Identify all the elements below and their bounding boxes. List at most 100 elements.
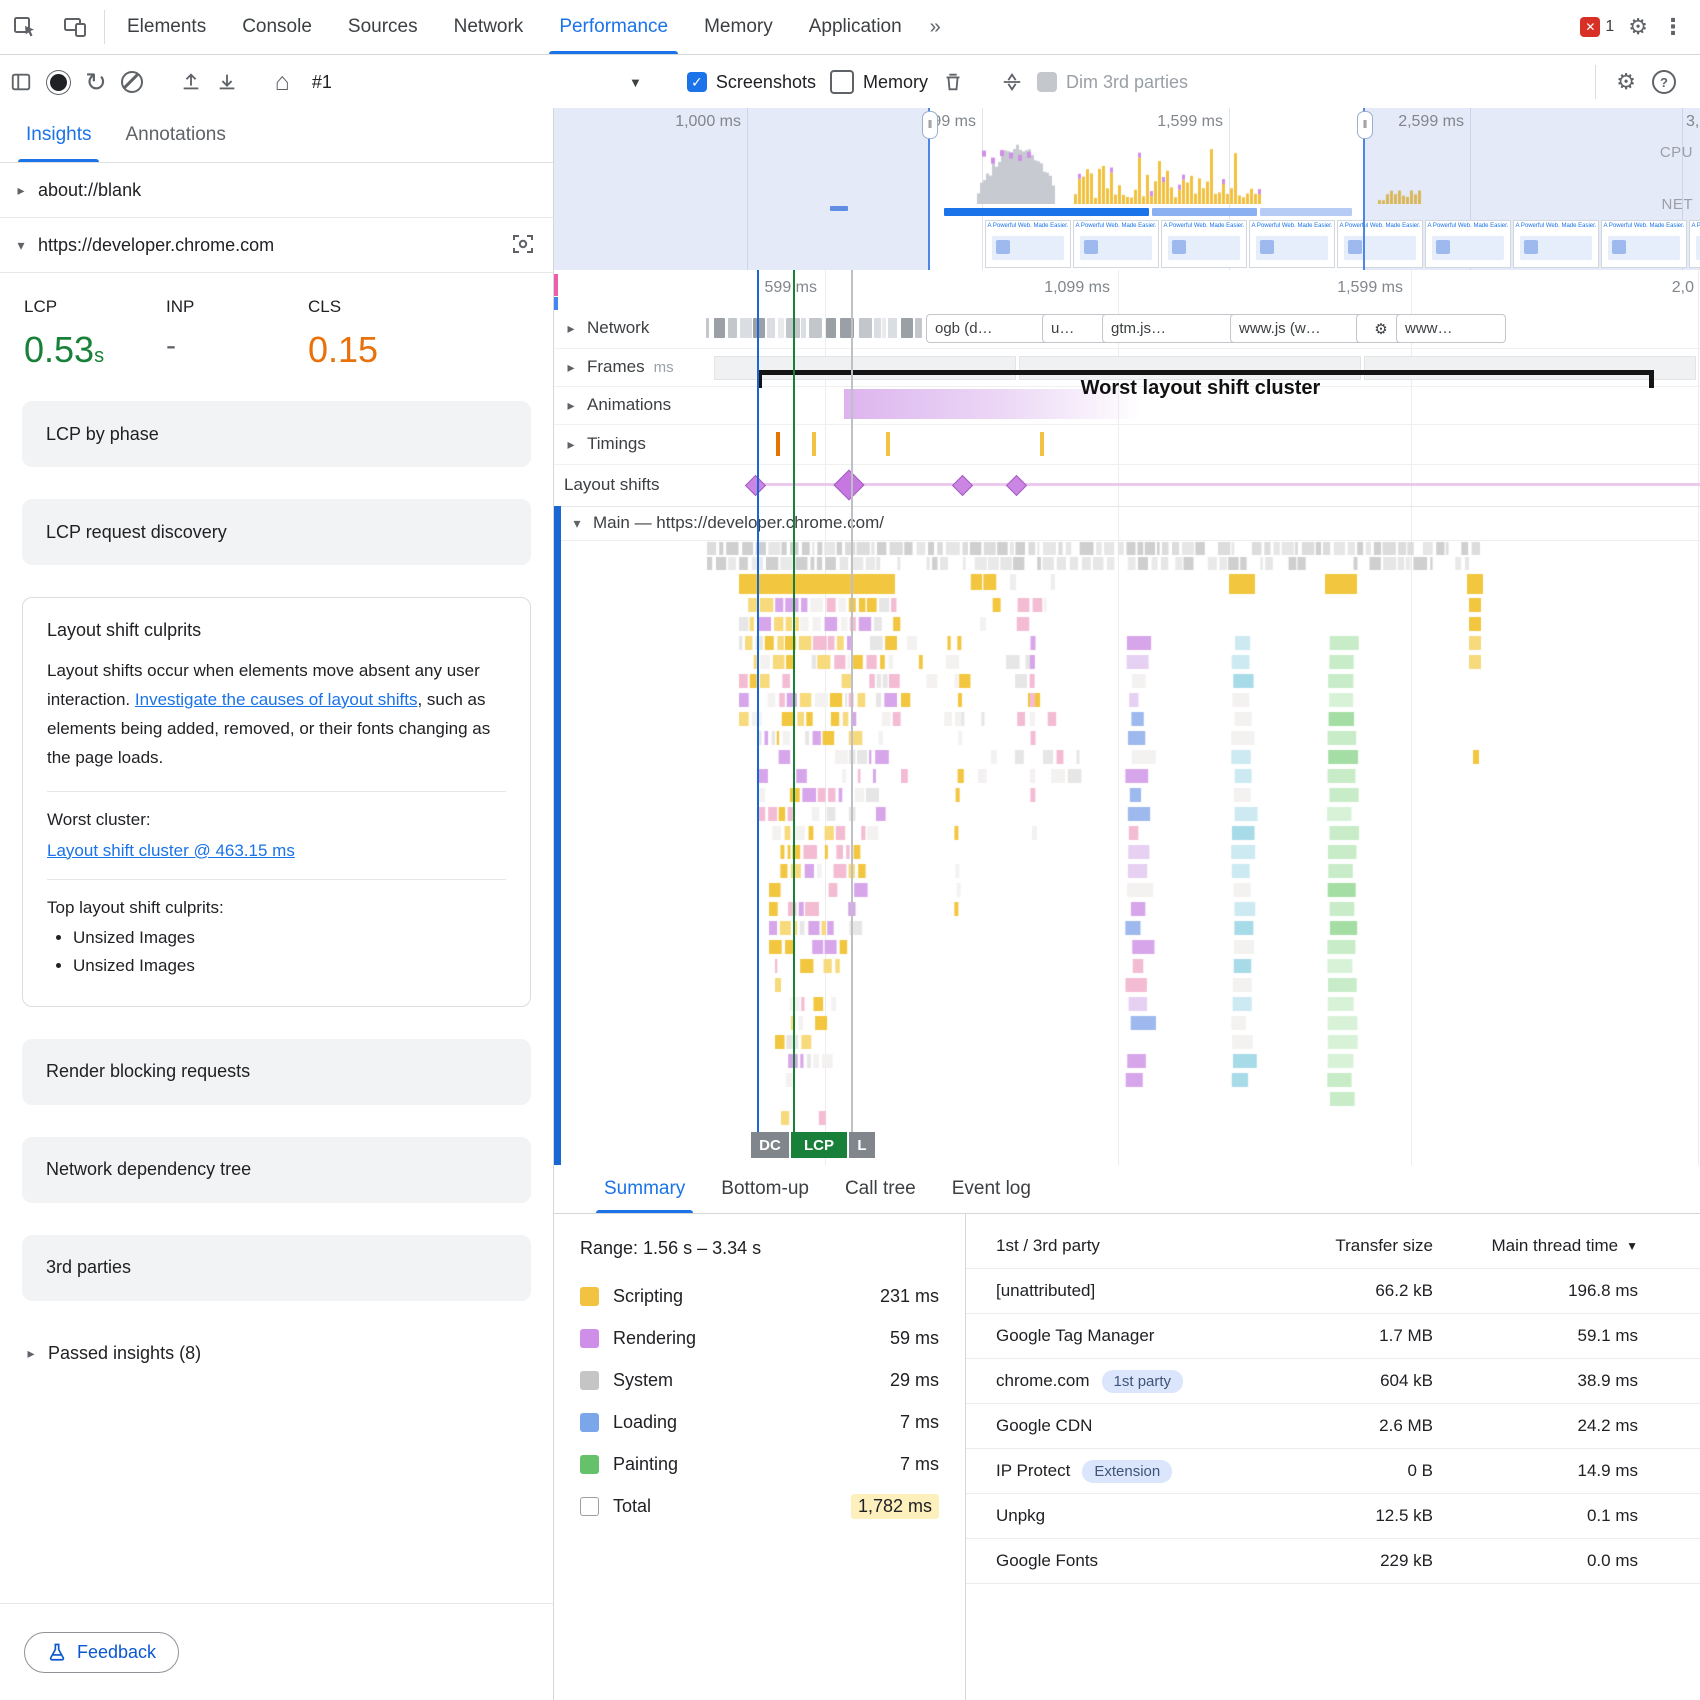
filmstrip-thumbnail[interactable]: A Powerful Web. Made Easier. <box>985 220 1071 268</box>
capture-settings-gear-icon[interactable]: ⚙ <box>1616 69 1636 95</box>
timeline-detail[interactable]: 599 ms 1,099 ms 1,599 ms 2,0 ▸Network og… <box>554 270 1700 1165</box>
track-timings[interactable]: ▸Timings <box>554 424 1700 465</box>
memory-checkbox-row[interactable]: Memory <box>830 70 928 94</box>
timeline-overview[interactable]: 1,000 ms 599 ms 1,599 ms 2,599 ms 3,5 CP… <box>554 108 1700 271</box>
flame-chart[interactable] <box>561 540 1700 1165</box>
more-tabs-icon[interactable]: » <box>920 0 951 54</box>
toggle-sidebar-icon[interactable] <box>10 71 32 93</box>
metric-cls[interactable]: CLS 0.15 <box>308 297 450 371</box>
track-network[interactable]: ▸Network ogb (d… u… gtm.js… www.js (w… ⚙… <box>554 308 1700 349</box>
recording-select[interactable]: #1 ▼ <box>304 68 650 97</box>
column-main-thread-time[interactable]: Main thread time <box>1491 1236 1618 1256</box>
insight-card-layout-shift-culprits[interactable]: Layout shift culprits Layout shifts occu… <box>22 597 531 1007</box>
tab-bottom-up[interactable]: Bottom-up <box>707 1165 823 1213</box>
layout-shift-marker[interactable] <box>1006 475 1027 496</box>
help-icon[interactable]: ? <box>1652 70 1676 94</box>
metric-inp[interactable]: INP - <box>166 297 308 371</box>
memory-checkbox[interactable] <box>830 70 854 94</box>
window-right-grip[interactable]: ‖ <box>1357 111 1373 139</box>
tab-memory[interactable]: Memory <box>686 0 791 54</box>
tab-sources[interactable]: Sources <box>330 0 436 54</box>
home-icon[interactable]: ⌂ <box>275 68 290 97</box>
feedback-button[interactable]: Feedback <box>24 1632 179 1673</box>
filmstrip-thumbnail[interactable]: A Powerful Web. Made Easier. <box>1689 220 1700 268</box>
device-toolbar-icon[interactable] <box>50 0 100 54</box>
column-transfer-size[interactable]: Transfer size <box>1263 1236 1433 1256</box>
timing-marker[interactable] <box>776 432 780 456</box>
table-row[interactable]: IP ProtectExtension 0 B 14.9 ms <box>966 1449 1700 1494</box>
filmstrip-thumbnail[interactable]: A Powerful Web. Made Easier. <box>1513 220 1599 268</box>
download-profile-icon[interactable] <box>216 71 238 93</box>
sort-arrows-icon[interactable] <box>1001 71 1023 93</box>
table-row[interactable]: chrome.com1st party 604 kB 38.9 ms <box>966 1359 1700 1404</box>
timing-marker[interactable] <box>1040 432 1044 456</box>
legend-row[interactable]: Scripting 231 ms <box>580 1275 965 1317</box>
metric-lcp[interactable]: LCP 0.53s <box>24 297 166 371</box>
layout-shift-marker[interactable] <box>745 475 766 496</box>
insight-card-lcp-request-discovery[interactable]: LCP request discovery <box>22 499 531 565</box>
chevron-right-icon[interactable]: ▸ <box>564 436 578 453</box>
column-party[interactable]: 1st / 3rd party <box>996 1236 1263 1256</box>
load-badge[interactable]: L <box>849 1132 875 1158</box>
filmstrip-thumbnail[interactable]: A Powerful Web. Made Easier. <box>1425 220 1511 268</box>
tab-call-tree[interactable]: Call tree <box>831 1165 930 1213</box>
insight-card-3rd-parties[interactable]: 3rd parties <box>22 1235 531 1301</box>
network-request-chip[interactable]: www… <box>1396 314 1506 343</box>
tab-console[interactable]: Console <box>224 0 330 54</box>
collect-garbage-icon[interactable] <box>942 71 964 93</box>
nav-item-about-blank[interactable]: ▸ about://blank <box>0 163 553 218</box>
nav-item-site[interactable]: ▾ https://developer.chrome.com <box>0 218 553 273</box>
settings-gear-icon[interactable]: ⚙ <box>1628 14 1648 40</box>
screenshots-checkbox-row[interactable]: ✓ Screenshots <box>687 72 816 93</box>
insight-card-render-blocking[interactable]: Render blocking requests <box>22 1039 531 1105</box>
screenshots-checkbox[interactable]: ✓ <box>687 72 707 92</box>
insight-card-network-tree[interactable]: Network dependency tree <box>22 1137 531 1203</box>
chevron-right-icon[interactable]: ▸ <box>564 397 578 414</box>
legend-row[interactable]: Rendering 59 ms <box>580 1317 965 1359</box>
passed-insights-toggle[interactable]: ▸ Passed insights (8) <box>0 1333 553 1374</box>
more-options-icon[interactable]: ⋮ <box>1662 14 1684 40</box>
tab-performance[interactable]: Performance <box>541 0 686 54</box>
insight-card-lcp-by-phase[interactable]: LCP by phase <box>22 401 531 467</box>
upload-profile-icon[interactable] <box>180 71 202 93</box>
table-row[interactable]: Unpkg 12.5 kB 0.1 ms <box>966 1494 1700 1539</box>
tab-application[interactable]: Application <box>791 0 920 54</box>
tab-annotations[interactable]: Annotations <box>113 108 237 162</box>
filmstrip-thumbnail[interactable]: A Powerful Web. Made Easier. <box>1073 220 1159 268</box>
record-button[interactable] <box>50 74 67 91</box>
table-row[interactable]: Google CDN 2.6 MB 24.2 ms <box>966 1404 1700 1449</box>
dim-3rd-parties-checkbox[interactable] <box>1037 72 1057 92</box>
chevron-right-icon[interactable]: ▸ <box>564 320 578 337</box>
network-request-chip[interactable]: ogb (d… <box>926 314 1052 343</box>
error-badge[interactable]: ✕ 1 <box>1580 17 1614 37</box>
filmstrip-thumbnail[interactable]: A Powerful Web. Made Easier. <box>1337 220 1423 268</box>
filmstrip-thumbnail[interactable]: A Powerful Web. Made Easier. <box>1249 220 1335 268</box>
chevron-right-icon[interactable]: ▸ <box>14 182 28 199</box>
window-left-grip[interactable]: ‖ <box>922 111 938 139</box>
track-main-thread[interactable]: ▾Main — https://developer.chrome.com/ <box>554 506 1700 541</box>
timing-marker[interactable] <box>812 432 816 456</box>
dcl-badge[interactable]: DC <box>751 1132 789 1158</box>
timing-marker[interactable] <box>886 432 890 456</box>
layout-shift-marker[interactable] <box>952 475 973 496</box>
table-row[interactable]: Google Fonts 229 kB 0.0 ms <box>966 1539 1700 1584</box>
track-layout-shifts[interactable]: Layout shifts <box>554 464 1700 507</box>
chevron-down-icon[interactable]: ▾ <box>570 515 584 532</box>
tab-event-log[interactable]: Event log <box>938 1165 1045 1213</box>
inspect-element-icon[interactable] <box>0 0 50 54</box>
chevron-right-icon[interactable]: ▸ <box>564 359 578 376</box>
layout-shift-marker[interactable] <box>833 469 864 500</box>
legend-row[interactable]: System 29 ms <box>580 1359 965 1401</box>
chevron-down-icon[interactable]: ▾ <box>14 237 28 254</box>
zoom-to-trace-icon[interactable] <box>511 232 535 256</box>
table-header[interactable]: 1st / 3rd party Transfer size Main threa… <box>966 1224 1700 1269</box>
legend-row-total[interactable]: Total 1,782 ms <box>580 1485 965 1527</box>
worst-cluster-link[interactable]: Layout shift cluster @ 463.15 ms <box>47 841 295 860</box>
legend-row[interactable]: Loading 7 ms <box>580 1401 965 1443</box>
tab-network[interactable]: Network <box>436 0 542 54</box>
legend-row[interactable]: Painting 7 ms <box>580 1443 965 1485</box>
tab-elements[interactable]: Elements <box>109 0 224 54</box>
lcp-badge[interactable]: LCP <box>791 1132 847 1158</box>
sort-descending-icon[interactable]: ▼ <box>1626 1239 1638 1253</box>
tab-summary[interactable]: Summary <box>590 1165 699 1213</box>
